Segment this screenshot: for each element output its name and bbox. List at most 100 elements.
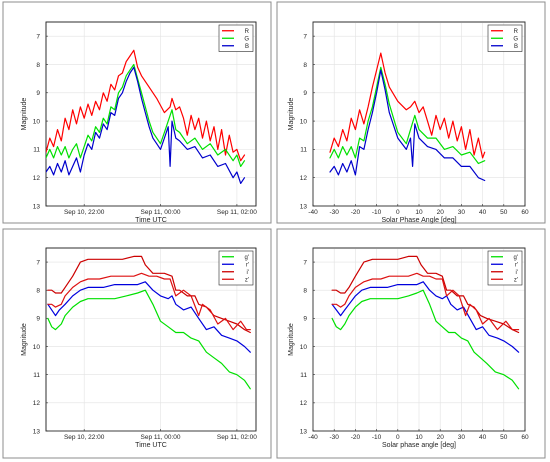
y-axis-label: Magnitude [288, 98, 295, 131]
legend-entry: i' [516, 270, 518, 276]
series-line-0 [46, 49, 246, 162]
y-tick-label: 10 [33, 118, 41, 125]
x-tick-label: 30 [458, 434, 466, 441]
plot-border [45, 247, 257, 432]
y-tick-label: 10 [300, 118, 308, 125]
x-tick-label: -30 [329, 209, 339, 216]
y-tick-label: 9 [303, 90, 307, 97]
y-tick-label: 10 [33, 344, 41, 351]
series-line-0 [47, 289, 251, 390]
chart-panel-1: Sep 10, 22:00 Sep 11, 00:00 Sep 11, 02:00 7… [2, 1, 272, 224]
series-line-1 [331, 281, 520, 353]
chart-panel-2: -40 -30 -20 -10 0 10 20 30 40 50 60 7 8 9 10 11 12 13 Sola… [276, 1, 546, 224]
series-line-1 [329, 66, 486, 165]
x-tick-label: 10 [415, 434, 423, 441]
series-line-2 [46, 66, 246, 184]
x-tick-label: -30 [329, 434, 339, 441]
y-tick-label: 7 [36, 259, 40, 266]
x-axis-label: Solar Phase Angle [deg] [381, 217, 456, 224]
y-tick-label: 13 [300, 428, 308, 435]
chart-panel-3: Sep 10, 22:00 Sep 11, 00:00 Sep 11, 02:00 7… [2, 228, 272, 459]
x-tick-label: Sep 10, 22:00 [64, 434, 105, 441]
y-tick-label: 12 [33, 175, 41, 182]
legend-entry: G [244, 36, 249, 42]
y-tick-label: 11 [300, 372, 307, 379]
y-axis-label: Magnitude [21, 323, 28, 356]
legend-entry: B [245, 44, 249, 50]
y-axis-label: Magnitude [288, 323, 295, 356]
x-tick-label: 0 [396, 209, 400, 216]
x-tick-label: 50 [500, 434, 508, 441]
legend-entry: B [514, 44, 518, 50]
legend-entry: R [514, 29, 519, 35]
series-line-2 [331, 255, 520, 334]
x-tick-label: -20 [351, 434, 361, 441]
chart-panel-4: -40 -30 -20 -10 0 10 20 30 40 50 60 7 8 9 10 11 12 13 Sola… [276, 228, 546, 459]
series-line-1 [46, 63, 246, 167]
x-tick-label: Sep 11, 02:00 [217, 209, 257, 216]
y-tick-label: 7 [36, 33, 40, 40]
x-tick-label: 10 [415, 209, 423, 216]
x-tick-label: 60 [521, 209, 529, 216]
legend-entry: i' [247, 270, 249, 276]
legend: RGB [218, 24, 254, 52]
x-axis-label: Solar phase angle [deg] [382, 442, 456, 449]
legend-entry: g' [514, 255, 518, 261]
y-axis-label: Magnitude [21, 98, 28, 131]
x-tick-label: Sep 11, 02:00 [217, 434, 257, 441]
y-tick-label: 8 [303, 288, 307, 295]
x-tick-label: -10 [372, 434, 382, 441]
y-tick-label: 12 [300, 400, 308, 407]
y-tick-label: 8 [36, 62, 40, 69]
y-tick-label: 10 [300, 344, 308, 351]
x-tick-label: 20 [437, 209, 445, 216]
x-axis-label: Time UTC [135, 442, 167, 449]
x-tick-label: Sep 11, 00:00 [141, 434, 181, 441]
series-line-3 [47, 272, 251, 331]
y-tick-label: 12 [300, 175, 308, 182]
legend-entry: z' [245, 277, 249, 283]
y-tick-label: 9 [303, 316, 307, 323]
legend-entry: r' [515, 262, 518, 268]
x-tick-label: 20 [437, 434, 445, 441]
plot-border [45, 21, 257, 207]
plot-area [45, 21, 257, 207]
x-tick-label: -40 [308, 434, 318, 441]
series-line-0 [329, 52, 486, 159]
y-tick-label: 12 [33, 400, 41, 407]
series-line-0 [331, 289, 520, 390]
x-tick-label: -40 [308, 209, 318, 216]
x-tick-label: 40 [479, 209, 487, 216]
x-axis-label: Time UTC [135, 217, 167, 224]
legend-entry: z' [514, 277, 518, 283]
y-tick-label: 8 [303, 62, 307, 69]
y-tick-label: 13 [300, 203, 308, 210]
x-tick-label: 40 [479, 434, 487, 441]
series-line-2 [47, 255, 251, 334]
y-tick-label: 11 [300, 147, 307, 154]
legend: g'r' i'z' [487, 250, 523, 286]
y-tick-label: 7 [303, 33, 307, 40]
y-tick-label: 13 [33, 428, 41, 435]
plot-border [312, 21, 526, 207]
y-tick-label: 8 [36, 288, 40, 295]
x-tick-label: Sep 10, 22:00 [64, 209, 105, 216]
y-tick-label: 7 [303, 259, 307, 266]
y-tick-label: 9 [36, 316, 40, 323]
legend-entry: r' [246, 262, 249, 268]
legend-entry: g' [245, 255, 249, 261]
y-tick-label: 11 [33, 147, 40, 154]
legend-entry: G [513, 36, 518, 42]
y-tick-label: 9 [36, 90, 40, 97]
legend: RGB [487, 24, 523, 52]
x-tick-label: 30 [458, 209, 466, 216]
x-tick-label: -20 [351, 209, 361, 216]
legend-entry: R [245, 29, 250, 35]
legend: g'r' i'z' [218, 250, 254, 286]
x-tick-label: 50 [500, 209, 508, 216]
y-tick-label: 13 [33, 203, 41, 210]
series-line-2 [329, 69, 486, 182]
plot-border [312, 247, 526, 432]
series-line-3 [331, 272, 520, 331]
